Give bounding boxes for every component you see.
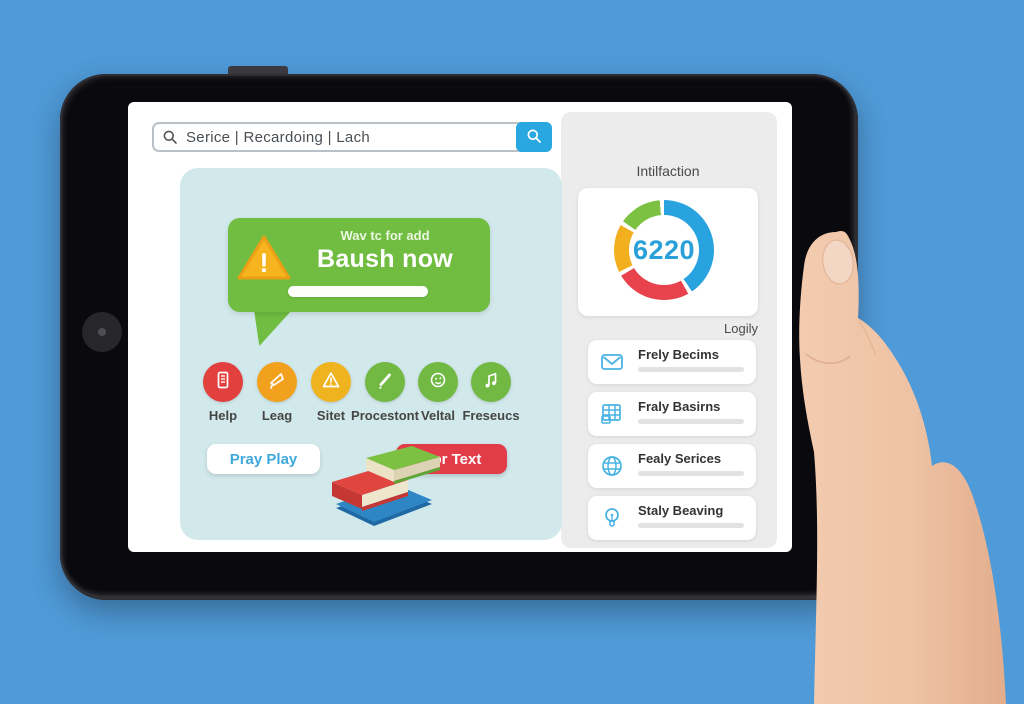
shortcut-label: Veltal xyxy=(421,408,455,423)
list-item[interactable]: Fraly Basirns xyxy=(588,392,756,436)
bubble-title: Baush now xyxy=(316,245,454,273)
list-item-label: Fraly Basirns xyxy=(638,399,721,414)
list-item-label: Frely Becims xyxy=(638,347,719,362)
pray-play-label: Pray Play xyxy=(229,450,298,468)
bubble-progress-track xyxy=(288,286,428,297)
search-button[interactable] xyxy=(516,122,552,152)
shortcut-freseucs[interactable] xyxy=(471,362,511,402)
notification-bubble[interactable]: ! Wav tc for add Baush now xyxy=(228,218,490,312)
table-icon xyxy=(600,402,624,426)
donut-value: 6220 xyxy=(632,234,696,265)
tablet-screen: Serice | Recardoing | Lach + | xyxy=(128,102,792,552)
envelope-icon xyxy=(600,350,624,374)
shortcut-sitet[interactable] xyxy=(311,362,351,402)
megaphone-icon xyxy=(267,370,287,395)
progress-track xyxy=(638,471,744,476)
svg-text:!: ! xyxy=(260,248,269,278)
progress-track xyxy=(638,523,744,528)
globe-icon xyxy=(600,454,624,478)
bulb-icon xyxy=(600,506,624,530)
note-icon xyxy=(481,370,501,395)
pencil-icon xyxy=(375,370,395,395)
warning-triangle-icon: ! xyxy=(236,232,292,282)
document-icon xyxy=(213,370,233,395)
books-illustration xyxy=(328,446,443,531)
shortcut-label: Sitet xyxy=(316,408,346,423)
shortcut-veltal[interactable] xyxy=(418,362,458,402)
shortcut-leag[interactable] xyxy=(257,362,297,402)
search-input[interactable]: Serice | Recardoing | Lach xyxy=(152,122,552,152)
list-item[interactable]: Fealy Serices xyxy=(588,444,756,488)
list-item[interactable]: Staly Beaving xyxy=(588,496,756,540)
list-item-label: Staly Beaving xyxy=(638,503,724,518)
warning-icon xyxy=(321,370,341,395)
donut-center: 6220 xyxy=(629,215,699,285)
bubble-subtitle: Wav tc for add xyxy=(340,228,430,243)
tablet-top-button xyxy=(228,66,288,76)
search-query-text: Serice | Recardoing | Lach xyxy=(186,128,371,146)
shortcut-label: Leag xyxy=(261,408,293,423)
shortcut-help[interactable] xyxy=(203,362,243,402)
list-item-label: Fealy Serices xyxy=(638,451,722,466)
shortcut-label: Freseucs xyxy=(462,408,520,423)
face-icon xyxy=(428,370,448,395)
shortcut-procestont[interactable] xyxy=(365,362,405,402)
progress-track xyxy=(638,419,744,424)
progress-track xyxy=(638,367,744,372)
search-icon xyxy=(526,128,542,147)
list-item[interactable]: Frely Becims xyxy=(588,340,756,384)
right-panel-caption: Logily xyxy=(724,321,758,336)
front-camera xyxy=(82,312,122,352)
search-icon xyxy=(162,129,178,145)
shortcut-label: Procestont xyxy=(351,408,419,423)
right-panel-title: Intilfaction xyxy=(636,163,700,179)
pray-play-button[interactable]: Pray Play xyxy=(207,444,320,474)
shortcut-label: Help xyxy=(208,408,238,423)
